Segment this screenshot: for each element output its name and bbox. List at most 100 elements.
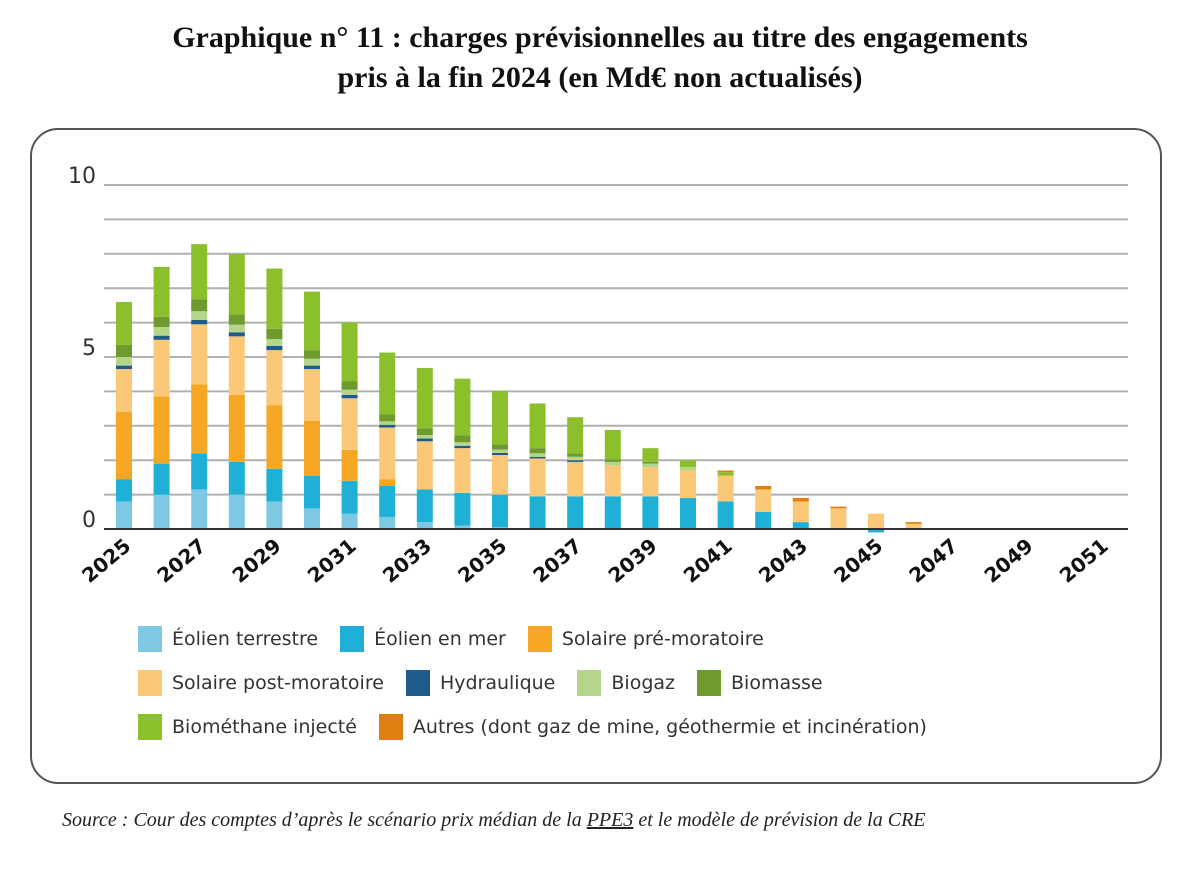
bar-segment-2034-1 [454,492,471,526]
legend-swatch [527,626,552,652]
bar-segment-2026-5 [153,327,170,336]
bar-segment-2029-6 [266,328,283,340]
bar-segment-2033-0 [416,522,433,529]
bar-segment-2036-3 [529,458,546,497]
bar-segment-2026-6 [153,316,170,328]
bar-segment-2037-5 [567,456,584,461]
bar-segment-2028-0 [228,494,245,529]
bar-segment-2035-7 [492,391,508,445]
legend-label: Éolien terrestre [172,628,319,650]
legend-label: Biogaz [611,672,676,694]
legend-item: Biomasse [697,670,823,696]
bar-segment-2026-7 [153,266,170,317]
bar-segment-2027-6 [191,299,208,312]
bar-segment-2030-4 [304,365,320,370]
bar-segment-2036-4 [529,456,546,459]
bar-segment-2032-5 [379,421,396,425]
bar-segment-2033-4 [416,438,433,442]
legend-swatch [697,670,722,696]
bar-segment-2039-7 [642,448,659,462]
y-tick-labels: 0 5 10 [68,164,96,533]
bar-segment-2031-1 [341,480,358,514]
bar-segment-2027-5 [191,311,208,320]
bar-segment-2028-2 [228,394,245,462]
bar-segment-2027-4 [191,319,208,325]
legend-label: Autres (dont gaz de mine, géothermie et … [412,716,927,738]
bar-segment-2043-3 [792,501,809,523]
bar-segment-2032-1 [379,486,396,517]
legend-item: Autres (dont gaz de mine, géothermie et … [378,714,927,740]
bar-segment-2031-5 [341,389,358,395]
source-suffix: et le modèle de prévision de la CRE [633,809,926,831]
source-link-ppe3[interactable]: PPE3 [586,809,634,831]
bars [116,244,922,533]
bar-segment-2036-5 [529,453,546,457]
source-note: Source : Cour des comptes d’après le scé… [62,806,1152,834]
x-tick-label: 2043 [754,533,812,587]
legend-label: Solaire pré-moratoire [561,628,764,650]
bar-segment-2040-1 [680,498,696,529]
bar-segment-2025-4 [116,365,132,370]
bar-segment-2031-7 [341,322,358,382]
bar-segment-2030-7 [304,291,320,351]
bar-segment-2028-1 [228,461,245,495]
bar-segment-2029-4 [266,345,283,351]
x-tick-label: 2025 [77,533,135,587]
bar-segment-2036-1 [529,496,546,529]
bar-segment-2034-6 [454,435,471,443]
legend-item: Solaire pré-moratoire [527,626,764,652]
bar-segment-2034-7 [454,378,471,436]
bar-segment-2032-7 [379,352,396,415]
bar-segment-2028-3 [228,336,245,395]
bar-segment-2028-6 [228,314,245,325]
legend-label: Hydraulique [439,672,556,694]
bar-segment-2029-7 [266,268,283,329]
bar-segment-2039-5 [642,463,659,468]
bar-segment-2041-1 [717,501,734,529]
bar-segment-2030-5 [304,358,320,366]
x-tick-label: 2039 [604,533,662,587]
x-tick-label: 2033 [378,533,436,587]
bar-segment-2031-6 [341,381,358,390]
bar-segment-2034-5 [454,442,471,446]
legend-row: Éolien terrestre Éolien en mer Solaire pré… [138,622,1098,656]
legend-swatch [405,670,430,696]
bar-segment-2039-3 [642,467,659,497]
bar-segment-2027-7 [191,244,208,300]
legend-label: Solaire post-moratoire [172,672,384,694]
bar-segment-2026-0 [153,494,170,529]
legend-swatch [138,626,162,652]
bar-segment-2025-0 [116,501,132,529]
bar-segment-2032-2 [379,479,396,486]
bar-segment-2035-6 [492,444,508,450]
x-tick-labels: 2025 2027 2029 2031 2033 2035 2037 2039 2041 2043… [77,533,1113,587]
bar-segment-2043-1 [792,522,809,529]
bar-segment-2045-3 [868,513,884,529]
bar-segment-2032-4 [379,424,396,428]
bar-segment-2025-6 [116,344,132,357]
bar-segment-2035-4 [492,452,508,456]
x-tick-label: 2045 [829,533,887,587]
bar-segment-2026-1 [153,463,170,495]
bar-segment-2025-1 [116,479,132,502]
legend-row: Biométhane injecté Autres (dont gaz de mi… [138,710,1098,744]
x-tick-label: 2029 [228,533,286,587]
legend-item: Hydraulique [405,670,556,696]
bar-segment-2028-7 [228,254,245,315]
bar-segment-2025-3 [116,369,132,413]
stacked-bar-chart: 0 5 10 2025 2027 2029 2031 2033 2035 2037 2039 204… [68,164,1128,588]
bar-segment-2038-7 [604,429,621,460]
bar-segment-2027-0 [191,489,208,529]
bar-segment-2036-7 [529,403,546,449]
x-tick-label: 2047 [904,533,962,587]
legend-label: Biométhane injecté [172,716,357,738]
bar-segment-2030-3 [304,369,320,421]
bar-segment-2025-2 [116,412,132,480]
bar-segment-2033-7 [416,368,433,429]
bar-segment-2034-3 [454,448,471,493]
bar-segment-2029-2 [266,405,283,469]
bar-segment-2031-0 [341,513,358,529]
bar-segment-2027-1 [191,453,208,490]
bar-segment-2037-4 [567,460,584,462]
legend-swatch [138,670,162,696]
